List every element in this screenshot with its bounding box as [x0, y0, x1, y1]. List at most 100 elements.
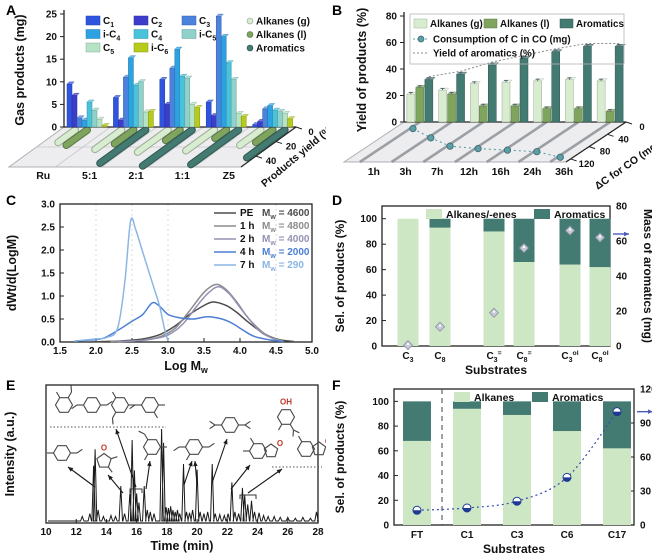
x-category: 7h [431, 166, 443, 178]
x-tick: 3.0 [161, 346, 175, 357]
x-tick: 2.0 [89, 346, 103, 357]
x-category: FT [411, 530, 423, 541]
bar-aromatics [559, 218, 581, 265]
peak-bracket [239, 494, 257, 499]
floor-cylinder [97, 127, 149, 166]
x-category: C8 [434, 351, 445, 364]
floor-cylinder [212, 127, 230, 142]
y-tick: 20 [46, 32, 58, 43]
y-tick: 2.5 [41, 223, 55, 234]
y2-tick: 20 [616, 307, 628, 318]
molecule-ring [54, 397, 74, 413]
bar-alkanes [589, 267, 611, 346]
molecule-ring [220, 417, 240, 433]
consumption-dot [446, 142, 454, 150]
legend-box [409, 13, 625, 65]
legend-dot [246, 31, 254, 38]
y2-tick: 90 [640, 419, 652, 430]
molecule-ring [248, 443, 268, 459]
legend-label: Aromatics [552, 392, 604, 404]
consumption-dot [474, 145, 482, 153]
plot-d: 0 20 40 60 80 100 0 20 40 60 80 C3 C8 C3= C8= C3ol C8ol A… [333, 202, 652, 376]
peak-bracket [129, 488, 143, 493]
x-category: C1 [461, 530, 474, 541]
bar-aromatics [453, 401, 481, 409]
legend-label: C3 [199, 16, 210, 29]
x-tick: 2.5 [125, 346, 139, 357]
carbonyl-o-label: O [101, 444, 107, 453]
consumption-dot [409, 125, 417, 133]
panel-b-label: B [332, 2, 343, 18]
legend-label: Aromatics [576, 19, 624, 30]
y-axis-title: dWt/d(LogM) [5, 235, 19, 311]
carbonyl-o-label: O [277, 439, 283, 448]
floor-cylinder [183, 127, 218, 154]
y2-tick: 30 [640, 487, 652, 498]
molecule-ring [96, 452, 112, 468]
y-tick: 0.5 [41, 315, 55, 326]
legend-label: Aromatics [554, 209, 606, 221]
bar-aromatics [429, 218, 451, 228]
plot-f: 0 20 40 60 80 100 0 30 60 90 120 FT C1 C3 C6 C17 Alkanes… [333, 385, 652, 556]
x-axis-title: Substrates [465, 363, 527, 375]
x-category: C3ol [561, 350, 578, 364]
y-tick: 5 [51, 100, 57, 111]
legend-label: i-C5 [199, 30, 216, 43]
y-tick: 15 [46, 55, 58, 66]
y-axis-title: Sel. of products (%) [333, 401, 347, 514]
x-category: 5:1 [82, 170, 97, 182]
legend-swatch [534, 209, 550, 219]
bar-aromatics [483, 218, 505, 232]
legend-label: 7 h [240, 260, 254, 271]
panel-f-label: F [332, 377, 341, 393]
y-axis-title: Sel. of products (%) [333, 220, 347, 333]
panel-c-chart: 1.5 2.0 2.5 3.0 3.5 4.0 4.5 5.0 0.0 0.5 1.0 1.5 2.0 2… [5, 200, 319, 376]
bar-alkanes [559, 264, 581, 346]
y-tick: 100 [372, 397, 389, 408]
legend-dot [246, 44, 254, 52]
y2-tick: 40 [616, 272, 628, 283]
depth-axis [565, 121, 627, 163]
legend-swatch [85, 29, 101, 39]
legend-swatch [181, 15, 197, 26]
y-tick: 1.5 [41, 269, 55, 280]
x-tick: 5.0 [305, 346, 319, 357]
floor-cylinder [55, 127, 78, 146]
legend-mw: Mw = 2000 [262, 247, 310, 260]
curve-2h [117, 286, 284, 343]
y-tick: 80 [378, 422, 390, 433]
y-tick: 25 [46, 10, 58, 21]
y-tick: 40 [366, 291, 378, 302]
y-axis-title: Gas products (mg) [13, 14, 27, 125]
hydroxyl-oh-label: OH [280, 398, 292, 407]
x-tick: 28 [312, 527, 324, 538]
depth-tick: 80 [600, 147, 611, 158]
legend-label: C5 [103, 43, 114, 56]
panel-f-chart: 0 20 40 60 80 100 0 30 60 90 120 FT C1 C3 C6 C17 Alkanes… [333, 385, 652, 556]
floor-cylinder [134, 127, 171, 155]
depth-tick: 0 [639, 122, 644, 133]
depth-axis [240, 126, 297, 168]
legend-label: Alkanes/-enes [446, 209, 517, 221]
x-category: Z5 [223, 170, 235, 182]
panel-a: A 0 20 40 Products yield (%) 0 5 10 15 20 25 Gas p… [0, 0, 326, 190]
chromatogram-trace [48, 428, 319, 522]
legend-swatch [133, 29, 149, 39]
y2-tick: 120 [640, 385, 652, 396]
floor-cylinder [139, 127, 195, 169]
legend-swatch [426, 209, 442, 219]
x-tick: 10 [40, 527, 52, 538]
y2-tick: 60 [616, 237, 628, 248]
consumption-dot [556, 153, 564, 161]
floor-cylinder [252, 127, 276, 146]
y-tick: 80 [366, 240, 378, 251]
molecule-ring [296, 441, 316, 457]
legend-label: Aromatics [256, 44, 305, 55]
y2-tick: 60 [640, 453, 652, 464]
y2-tick: 80 [616, 202, 628, 213]
y-tick: 60 [366, 265, 378, 276]
depth-tick: 20 [286, 142, 297, 153]
floor-cylinder [188, 127, 242, 168]
